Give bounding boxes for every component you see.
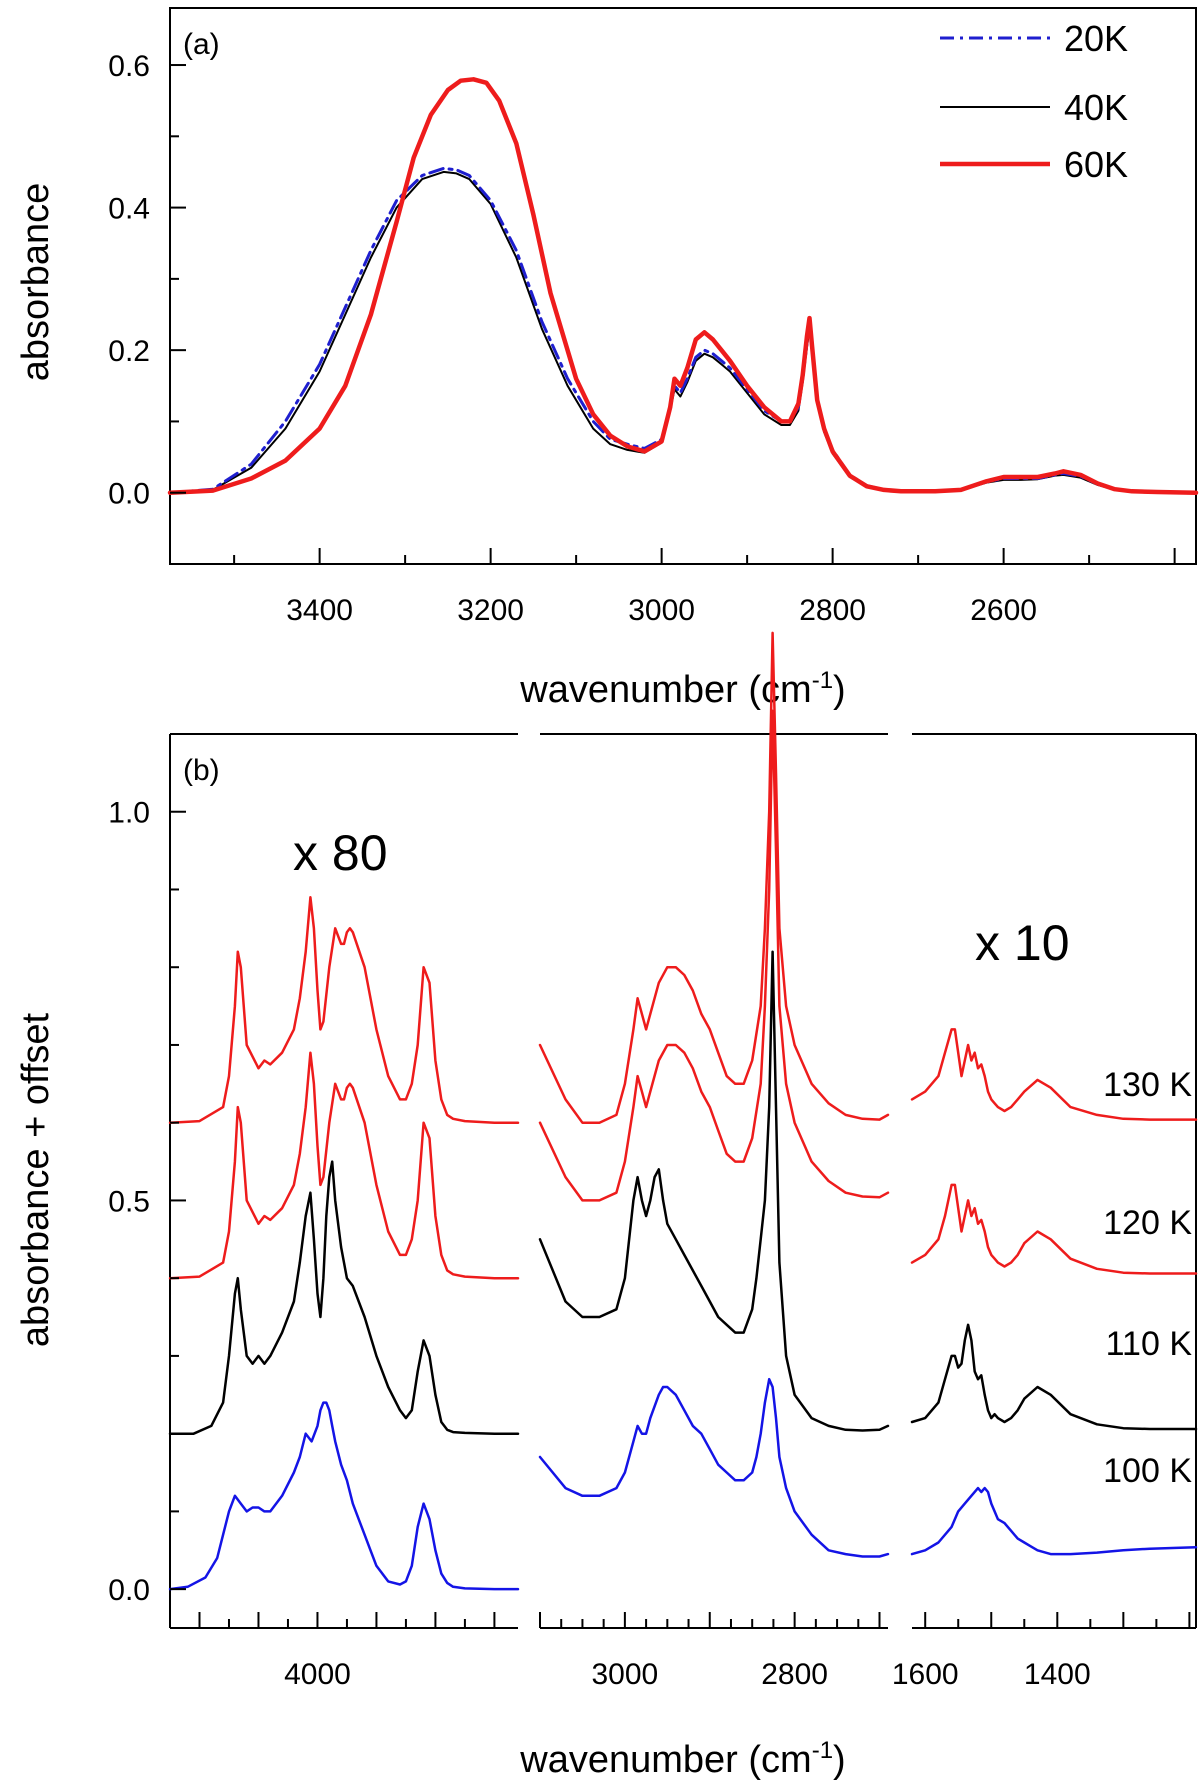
temp-label-110k: 110 K <box>1106 1325 1193 1363</box>
series-line-110-k-seg-1 <box>168 1160 520 1435</box>
legend-label-20k: 20K <box>1064 18 1128 59</box>
series-line-60k <box>167 77 1199 495</box>
series-line-130-k-seg-3 <box>910 1028 1198 1121</box>
panel-b-x-axis-title: wavenumber (cm-1) <box>519 1737 845 1781</box>
panel-a: 3400 3200 3000 2800 2600 0.0 0.2 0.4 0.6 (a) ab… <box>15 7 1199 711</box>
panel-b-x-axis-title-close: ) <box>833 1739 846 1781</box>
panel-b: 4000 3000 2800 1600 1400 0.00.51.0 (b) x 80 … <box>15 631 1198 1781</box>
panel-b-y-ticks: 0.0 0.5 1.0 <box>108 797 186 1607</box>
b-y-tick-label-1: 0.5 <box>108 1185 150 1218</box>
panel-b-series-group <box>168 631 1198 1591</box>
legend: 20K 40K 60K <box>940 18 1128 185</box>
series-line-110-k-seg-3 <box>910 1323 1198 1431</box>
series-line-120-k-seg-2 <box>538 709 890 1202</box>
temp-label-100k: 100 K <box>1103 1452 1192 1490</box>
panel-b-x-ticks: 4000 3000 2800 1600 1400 <box>169 1612 1191 1691</box>
panel-a-x-axis-title: wavenumber (cm-1) <box>519 667 845 711</box>
series-line-120-k-seg-1 <box>168 1051 520 1280</box>
x-tick-label-3200: 3200 <box>457 594 524 627</box>
y-tick-label-2: 0.4 <box>108 193 150 226</box>
panel-a-series-group <box>167 77 1199 495</box>
panel-b-y-axis-title: absorbance + offset <box>15 1012 57 1347</box>
temp-label-120k: 120 K <box>1103 1204 1192 1242</box>
b-y-tick-label-2: 1.0 <box>108 797 150 830</box>
panel-a-frame <box>169 7 1197 565</box>
panel-a-label: (a) <box>183 28 220 61</box>
temp-label-130k: 130 K <box>1103 1066 1192 1104</box>
x-tick-label-3400: 3400 <box>286 594 353 627</box>
panel-b-x-axis-title-text: wavenumber (cm <box>519 1739 811 1781</box>
panel-a-x-axis-title-text: wavenumber (cm <box>519 669 811 711</box>
y-tick-label-3: 0.6 <box>108 50 150 83</box>
series-line-130-k-seg-2 <box>538 631 890 1124</box>
b-y-tick-label-0: 0.0 <box>108 1574 150 1607</box>
x-tick-label-2600: 2600 <box>970 594 1037 627</box>
series-line-100-k-seg-2 <box>538 1377 890 1558</box>
y-tick-label-0: 0.0 <box>108 478 150 511</box>
series-line-100-k-seg-1 <box>168 1401 520 1591</box>
series-line-120-k-seg-3 <box>910 1183 1198 1275</box>
series-line-110-k-seg-2 <box>538 950 890 1432</box>
series-line-20k <box>168 166 1198 495</box>
panel-a-x-ticks: 3400 3200 3000 2800 2600 <box>233 548 1176 627</box>
b-x-tick-label-3000: 3000 <box>592 1658 659 1691</box>
series-line-130-k-seg-1 <box>168 896 520 1124</box>
legend-label-60k: 60K <box>1064 144 1128 185</box>
scale-label-x80: x 80 <box>293 825 388 881</box>
b-x-tick-label-2800: 2800 <box>761 1658 828 1691</box>
series-line-100-k-seg-3 <box>910 1486 1198 1556</box>
y-tick-label-1: 0.2 <box>108 335 150 368</box>
x-tick-label-2800: 2800 <box>799 594 866 627</box>
panel-a-x-axis-title-sup: -1 <box>812 667 833 694</box>
panel-b-x-axis-title-sup: -1 <box>812 1737 833 1764</box>
panel-a-y-axis-title: absorbance <box>15 183 57 382</box>
panel-b-label: (b) <box>183 754 220 787</box>
scale-label-x10: x 10 <box>975 915 1070 971</box>
legend-label-40k: 40K <box>1064 87 1128 128</box>
series-line-40k <box>169 170 1197 494</box>
b-x-tick-label-1400: 1400 <box>1024 1658 1091 1691</box>
b-x-tick-label-4000: 4000 <box>284 1658 351 1691</box>
panel-a-y-ticks: 0.0 0.2 0.4 0.6 <box>108 50 186 511</box>
x-tick-label-3000: 3000 <box>628 594 695 627</box>
panel-a-x-axis-title-close: ) <box>833 669 846 711</box>
b-x-tick-label-1600: 1600 <box>892 1658 959 1691</box>
